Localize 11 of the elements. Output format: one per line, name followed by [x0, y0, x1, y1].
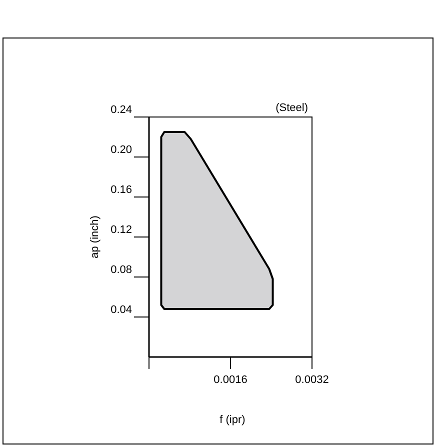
y-tick-label: 0.04: [110, 304, 132, 316]
x-tick-label: 0.0032: [295, 374, 329, 386]
y-tick-label: 0.16: [110, 184, 132, 196]
y-tick-label: 0.24: [110, 104, 132, 116]
y-tick-label: 0.12: [110, 224, 132, 236]
x-axis-title: f (ipr): [220, 414, 246, 426]
y-tick-label: 0.08: [110, 264, 132, 276]
text: (Steel): [276, 102, 308, 114]
y-axis-title: ap (inch): [89, 216, 101, 258]
y-tick-label: 0.20: [110, 144, 132, 156]
x-tick-label: 0.0016: [214, 374, 248, 386]
